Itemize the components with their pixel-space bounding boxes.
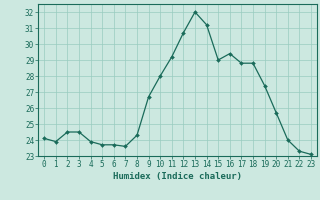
X-axis label: Humidex (Indice chaleur): Humidex (Indice chaleur) bbox=[113, 172, 242, 181]
